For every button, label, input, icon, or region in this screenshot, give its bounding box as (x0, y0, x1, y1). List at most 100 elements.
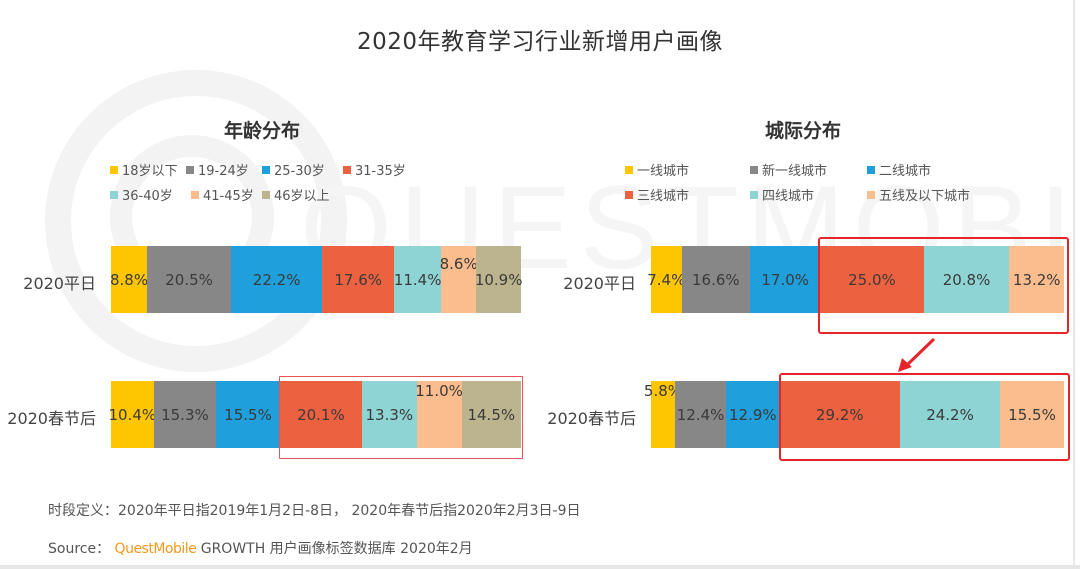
bar-segment[interactable]: 7.4% (647, 246, 685, 313)
bar-segment[interactable]: 11.4% (394, 246, 441, 313)
legend-label: 25-30岁 (274, 164, 325, 179)
legend-label: 18岁以下 (122, 164, 178, 179)
segment-value: 8.6% (439, 255, 478, 273)
frame-border-right (1073, 0, 1075, 569)
segment-value: 7.4% (647, 270, 686, 289)
segment-value: 17.6% (334, 270, 383, 289)
bar-segment[interactable]: 16.6% (681, 246, 751, 313)
bar-segment[interactable]: 20.5% (147, 246, 232, 313)
source-prefix: Source： (48, 541, 111, 557)
segment-value: 11.0% (415, 382, 463, 400)
legend-swatch (191, 190, 199, 199)
bar-segment[interactable]: 13.3% (362, 381, 417, 448)
segment-value: 17.0% (761, 270, 810, 289)
row-label-spring-festival: 2020春节后 (547, 409, 636, 428)
segment-value: 10.9% (474, 270, 523, 289)
bar-segment[interactable]: 29.2% (779, 381, 901, 448)
legend-item-tier3: 三线城市 (625, 185, 689, 204)
highlight-box-city-spring-festival (779, 373, 1070, 461)
legend-item-tier5-below: 五线及以下城市 (867, 185, 970, 204)
segment-value: 15.5% (224, 405, 272, 424)
segment-value: 8.8% (109, 270, 149, 289)
legend-swatch (186, 165, 194, 174)
legend-label: 31-35岁 (355, 164, 406, 179)
segment-value: 15.3% (161, 405, 209, 424)
legend-item-tier1: 一线城市 (625, 160, 689, 179)
bar-segment[interactable]: 22.2% (231, 246, 323, 313)
bar-segment[interactable]: 8.6% (439, 246, 478, 313)
bar-segment[interactable]: 17.6% (322, 246, 395, 313)
legend-label: 二线城市 (879, 164, 932, 179)
legend-swatch (110, 165, 118, 174)
bar-segment[interactable]: 8.8% (109, 246, 149, 313)
legend-item-new-tier1: 新一线城市 (750, 160, 827, 179)
bar-segment[interactable]: 25.0% (820, 246, 924, 313)
bar-segment[interactable]: 13.2% (1009, 246, 1064, 313)
bar-segment[interactable]: 15.5% (1000, 381, 1065, 448)
segment-value: 29.2% (815, 405, 864, 424)
legend-label: 新一线城市 (762, 164, 828, 179)
bar-segment[interactable]: 20.8% (923, 246, 1010, 313)
bar-segment[interactable]: 10.4% (108, 381, 157, 448)
legend-label: 四线城市 (762, 189, 815, 204)
segment-value: 10.4% (108, 405, 157, 424)
age-bar-weekday: 8.8% 20.5% 22.2% 17.6% 11.4% 8.6% 10.9% (109, 246, 523, 313)
segment-value: 24.2% (926, 405, 974, 424)
period-definition-note: 时段定义：2020年平日指2019年1月2日-8日， 2020年春节后指2020… (48, 503, 581, 519)
segment-value: 20.5% (165, 270, 213, 289)
segment-value: 12.9% (728, 405, 777, 424)
legend-swatch (750, 190, 758, 199)
watermark-logo-ring-outer (45, 70, 347, 372)
bar-segment[interactable]: 10.9% (474, 246, 523, 313)
segment-value: 14.5% (467, 405, 516, 424)
legend-item-age-under18: 18岁以下 (110, 160, 178, 179)
segment-value: 25.0% (848, 270, 896, 289)
legend-item-age-41-45: 41-45岁 (191, 185, 254, 204)
age-bar-spring-festival: 10.4% 15.3% 15.5% 20.1% 13.3% 11.0% 14.5… (108, 381, 521, 448)
legend-swatch (625, 165, 633, 174)
legend-item-age-36-40: 36-40岁 (110, 185, 173, 204)
bar-segment[interactable]: 15.3% (153, 381, 217, 448)
legend-label: 三线城市 (637, 189, 690, 204)
legend-swatch (262, 190, 270, 199)
frame-border-bottom (0, 565, 1080, 569)
segment-value: 13.3% (365, 405, 414, 424)
bar-segment[interactable]: 12.4% (674, 381, 727, 448)
legend-label: 36-40岁 (122, 189, 173, 204)
source-rest: GROWTH 用户画像标签数据库 2020年2月 (200, 541, 473, 557)
legend-item-age-46plus: 46岁以上 (262, 185, 330, 204)
bar-segment[interactable]: 24.2% (900, 381, 1000, 448)
bar-segment[interactable]: 5.8% (644, 381, 682, 448)
segment-value: 22.2% (252, 270, 301, 289)
legend-label: 19-24岁 (198, 164, 249, 179)
legend-swatch (343, 165, 351, 174)
segment-value: 11.4% (393, 270, 442, 289)
legend-label: 41-45岁 (203, 189, 254, 204)
city-panel-title: 城际分布 (765, 120, 842, 142)
segment-value: 15.5% (1008, 405, 1056, 424)
bar-segment[interactable]: 11.0% (415, 381, 463, 448)
legend-swatch (625, 190, 633, 199)
source-brand: QuestMobile (114, 541, 197, 557)
city-bar-weekday: 7.4% 16.6% 17.0% 25.0% 20.8% 13.2% (647, 246, 1064, 313)
bar-segment[interactable]: 14.5% (461, 381, 521, 448)
legend-item-tier4: 四线城市 (750, 185, 814, 204)
row-label-weekday: 2020平日 (563, 274, 636, 293)
bar-segment[interactable]: 12.9% (726, 381, 780, 448)
segment-value: 20.8% (942, 270, 991, 289)
bar-segment[interactable]: 20.1% (279, 381, 363, 448)
age-panel-title: 年龄分布 (224, 120, 301, 142)
legend-item-age-31-35: 31-35岁 (343, 160, 406, 179)
legend-swatch (110, 190, 118, 199)
legend-item-age-25-30: 25-30岁 (262, 160, 325, 179)
bar-segment[interactable]: 17.0% (750, 246, 821, 313)
legend-label: 46岁以上 (274, 189, 330, 204)
legend-swatch (262, 165, 270, 174)
segment-value: 16.6% (692, 270, 740, 289)
highlight-box-city-weekday (818, 237, 1069, 334)
segment-value: 20.1% (297, 405, 345, 424)
chart-title: 2020年教育学习行业新增用户画像 (356, 29, 724, 55)
segment-value: 12.4% (676, 405, 725, 424)
bar-segment[interactable]: 15.5% (216, 381, 280, 448)
legend-label: 五线及以下城市 (879, 189, 971, 204)
